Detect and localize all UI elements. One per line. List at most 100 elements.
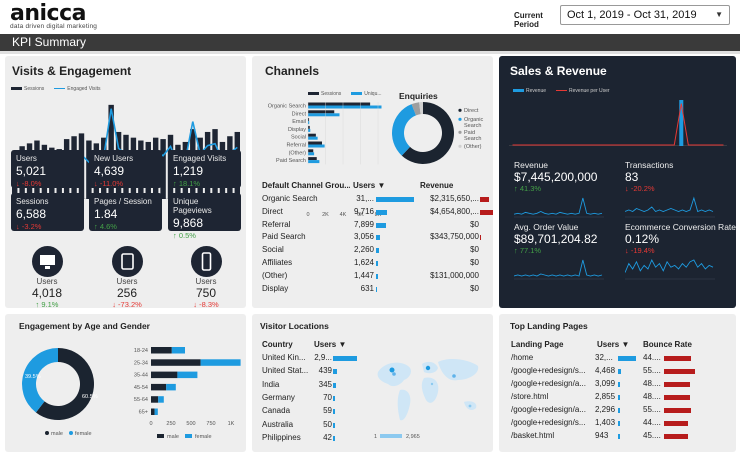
channels-legend: Sessions Uniqu... bbox=[308, 91, 382, 97]
age-label: 18-24 bbox=[134, 348, 148, 354]
channel-users: 3,056 bbox=[353, 232, 374, 242]
landing-bounce: 45.... bbox=[643, 431, 661, 440]
revenue-bar bbox=[480, 209, 493, 215]
table-row: /google+redesign/s... 1,403 44.... bbox=[511, 417, 731, 429]
users-bar bbox=[618, 356, 636, 361]
world-map: 1 2,965 bbox=[374, 359, 479, 440]
channel-revenue: $0 bbox=[470, 283, 479, 293]
channel-name: Direct bbox=[262, 206, 283, 216]
sales-metric-delta: ↓ -19.4% bbox=[625, 246, 655, 255]
device-value: 256 bbox=[116, 286, 138, 300]
direct-slice bbox=[401, 102, 454, 164]
device-stat: Users 256 ↓ -73.2% bbox=[97, 277, 157, 308]
bounce-bar bbox=[664, 408, 691, 413]
landing-title: Top Landing Pages bbox=[510, 321, 588, 331]
landing-page-path: /google+redesign/s... bbox=[511, 418, 586, 427]
table-row: United Stat... 439 bbox=[262, 365, 372, 377]
users-bar bbox=[618, 395, 620, 400]
kpi-value: 1.84 bbox=[94, 207, 118, 221]
device-label: Users bbox=[116, 277, 138, 286]
table-row: /google+redesign/a... 3,099 48.... bbox=[511, 378, 731, 390]
unique-bar bbox=[308, 160, 320, 164]
channel-table: Default Channel Grou... Users ▼ Revenue Org… bbox=[262, 180, 493, 304]
users-bar bbox=[376, 222, 386, 228]
unique-bar bbox=[308, 128, 311, 132]
channel-name: Paid Search bbox=[262, 232, 306, 242]
users-bar bbox=[376, 209, 388, 215]
landing-bounce: 44.... bbox=[643, 418, 661, 427]
channel-name: Organic Search bbox=[262, 194, 318, 203]
female-slice bbox=[21, 348, 58, 413]
table-row: Philippines 42 bbox=[262, 432, 372, 444]
date-range-value: Oct 1, 2019 - Oct 31, 2019 bbox=[567, 9, 697, 21]
kpi-value: 6,588 bbox=[16, 207, 47, 221]
location-table: Country Users ▼ United Kin... 2,9... United … bbox=[262, 339, 372, 449]
landing-page-path: /google+redesign/a... bbox=[511, 379, 586, 388]
country-users: 59 bbox=[323, 406, 332, 416]
col-header-users: Users ▼ bbox=[353, 181, 386, 190]
channels-title: Channels bbox=[265, 64, 320, 78]
sales-metric-label: Transactions bbox=[625, 160, 674, 170]
sparkline-path bbox=[625, 196, 714, 213]
col-header-bounce: Bounce Rate bbox=[643, 340, 692, 349]
channel-revenue: $343,750,000 bbox=[430, 232, 479, 242]
unique-bar bbox=[308, 144, 325, 148]
kpi-tile: Unique Pageviews 9,868 ↑ 0.5% bbox=[168, 193, 241, 240]
desktop-icon bbox=[32, 246, 63, 277]
unique-bar bbox=[308, 121, 310, 125]
legend-label: Search bbox=[464, 123, 481, 129]
col-header-page: Landing Page bbox=[511, 340, 564, 349]
legend-label: (Other) bbox=[464, 144, 482, 150]
channel-users: 1,447 bbox=[353, 270, 374, 280]
sessions-bar bbox=[308, 110, 335, 114]
category-label: Social bbox=[291, 135, 306, 141]
table-row: Affiliates 1,624 $0 bbox=[262, 257, 487, 269]
kpi-value: 5,021 bbox=[16, 164, 47, 178]
category-label: Paid Search bbox=[276, 158, 306, 164]
x-tick-label: 750 bbox=[206, 421, 215, 427]
channel-name: Social bbox=[262, 245, 284, 255]
male-bar bbox=[151, 383, 167, 391]
revenue-bar bbox=[480, 235, 482, 241]
unique-bar bbox=[308, 105, 382, 109]
country-users: 50 bbox=[323, 419, 332, 429]
users-bar bbox=[618, 434, 620, 439]
country-name: Australia bbox=[262, 419, 294, 429]
date-range-select[interactable]: Oct 1, 2019 - Oct 31, 2019 ▼ bbox=[560, 5, 730, 25]
bounce-bar bbox=[664, 434, 689, 439]
landing-users: 1,403 bbox=[595, 418, 616, 427]
category-label: Display bbox=[288, 127, 306, 133]
country-users: 439 bbox=[318, 366, 332, 376]
device-stat: Users 4,018 ↑ 9.1% bbox=[17, 277, 77, 308]
users-bar bbox=[333, 382, 336, 388]
sessions-bar bbox=[308, 141, 322, 145]
x-tick-label: 1K bbox=[228, 421, 235, 427]
channel-revenue: $131,000,000 bbox=[430, 270, 479, 280]
legend-dot-male bbox=[45, 431, 49, 435]
users-bar bbox=[333, 395, 335, 401]
kpi-label: New Users bbox=[94, 154, 134, 163]
device-label: Users bbox=[36, 277, 58, 286]
table-row: /basket.html 943 45.... bbox=[511, 430, 731, 442]
x-tick-label: 250 bbox=[166, 421, 175, 427]
sparkline-path bbox=[514, 259, 603, 277]
table-row: Display 631 $0 bbox=[262, 283, 487, 295]
bounce-bar bbox=[664, 395, 690, 400]
location-marker bbox=[389, 367, 395, 373]
users-bar bbox=[376, 261, 378, 266]
table-row: Canada 59 bbox=[262, 405, 372, 417]
users-bar bbox=[333, 422, 335, 428]
locations-title: Visitor Locations bbox=[260, 321, 329, 331]
category-label: Email bbox=[292, 119, 306, 125]
sparkline-path bbox=[514, 197, 603, 215]
landing-bounce: 55.... bbox=[643, 366, 661, 375]
landing-page-path: /google+redesign/s... bbox=[511, 366, 586, 375]
age-label: 65+ bbox=[139, 410, 148, 416]
male-bar bbox=[151, 408, 155, 415]
-other--slice bbox=[419, 102, 423, 115]
landing-page-path: /basket.html bbox=[511, 431, 555, 440]
continent-shape bbox=[438, 359, 479, 381]
users-bar bbox=[618, 421, 620, 426]
sessions-bar bbox=[308, 157, 317, 161]
